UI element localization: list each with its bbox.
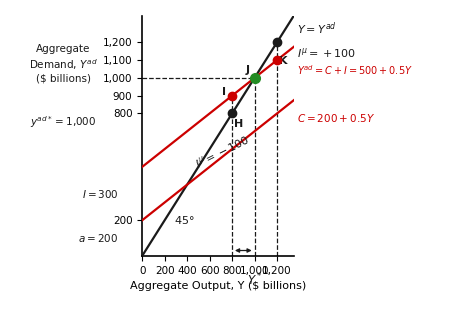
Text: H: H xyxy=(234,119,243,129)
Text: $a = 200$: $a = 200$ xyxy=(79,232,118,244)
X-axis label: Aggregate Output, Y ($ billions): Aggregate Output, Y ($ billions) xyxy=(130,281,306,291)
Text: $I^{\mu} = +100$: $I^{\mu} = +100$ xyxy=(297,46,356,60)
Text: I: I xyxy=(222,87,226,97)
Text: $y^{ad*} = 1{,}000$: $y^{ad*} = 1{,}000$ xyxy=(30,115,97,130)
Text: $I^{\mu} = -100$: $I^{\mu} = -100$ xyxy=(193,133,252,171)
Text: $I = 300$: $I = 300$ xyxy=(82,188,118,200)
Text: $Y^{ad} = C + I = 500 + 0.5Y$: $Y^{ad} = C + I = 500 + 0.5Y$ xyxy=(297,64,413,77)
Text: J: J xyxy=(246,65,250,75)
Text: $Y^*$: $Y^*$ xyxy=(247,272,262,289)
Text: $45°$: $45°$ xyxy=(173,214,194,226)
Text: $C = 200 + 0.5Y$: $C = 200 + 0.5Y$ xyxy=(297,112,375,124)
Text: K: K xyxy=(279,56,288,66)
Text: Aggregate
Demand, $Y^{ad}$
(\$ billions): Aggregate Demand, $Y^{ad}$ (\$ billions) xyxy=(29,44,98,83)
Text: $Y = Y^{ad}$: $Y = Y^{ad}$ xyxy=(297,20,337,37)
